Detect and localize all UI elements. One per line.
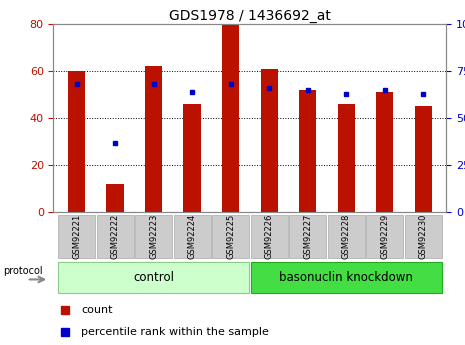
Bar xyxy=(376,92,393,212)
Text: count: count xyxy=(81,305,113,315)
FancyBboxPatch shape xyxy=(97,215,133,258)
Text: GSM92227: GSM92227 xyxy=(303,214,312,259)
Bar xyxy=(106,184,124,212)
Text: percentile rank within the sample: percentile rank within the sample xyxy=(81,327,269,337)
Text: GSM92228: GSM92228 xyxy=(342,214,351,259)
FancyBboxPatch shape xyxy=(289,215,326,258)
Text: basonuclin knockdown: basonuclin knockdown xyxy=(279,271,413,284)
Text: GSM92225: GSM92225 xyxy=(226,214,235,259)
FancyBboxPatch shape xyxy=(173,215,211,258)
FancyBboxPatch shape xyxy=(251,215,288,258)
Text: GSM92229: GSM92229 xyxy=(380,214,389,259)
Text: GSM92223: GSM92223 xyxy=(149,214,158,259)
Bar xyxy=(338,104,355,212)
Bar xyxy=(260,69,278,212)
Bar xyxy=(184,104,201,212)
Bar xyxy=(299,90,316,212)
Bar xyxy=(222,24,239,212)
Text: GSM92221: GSM92221 xyxy=(72,214,81,259)
FancyBboxPatch shape xyxy=(366,215,403,258)
FancyBboxPatch shape xyxy=(251,262,442,293)
Title: GDS1978 / 1436692_at: GDS1978 / 1436692_at xyxy=(169,9,331,23)
Text: protocol: protocol xyxy=(3,266,42,276)
FancyBboxPatch shape xyxy=(328,215,365,258)
FancyBboxPatch shape xyxy=(212,215,249,258)
Bar xyxy=(68,71,85,212)
Text: GSM92230: GSM92230 xyxy=(419,214,428,259)
Bar xyxy=(145,67,162,212)
Text: GSM92224: GSM92224 xyxy=(188,214,197,259)
Text: GSM92222: GSM92222 xyxy=(111,214,120,259)
FancyBboxPatch shape xyxy=(405,215,442,258)
FancyBboxPatch shape xyxy=(58,262,249,293)
Text: control: control xyxy=(133,271,174,284)
FancyBboxPatch shape xyxy=(58,215,95,258)
Text: GSM92226: GSM92226 xyxy=(265,214,274,259)
FancyBboxPatch shape xyxy=(135,215,172,258)
Bar xyxy=(415,106,432,212)
